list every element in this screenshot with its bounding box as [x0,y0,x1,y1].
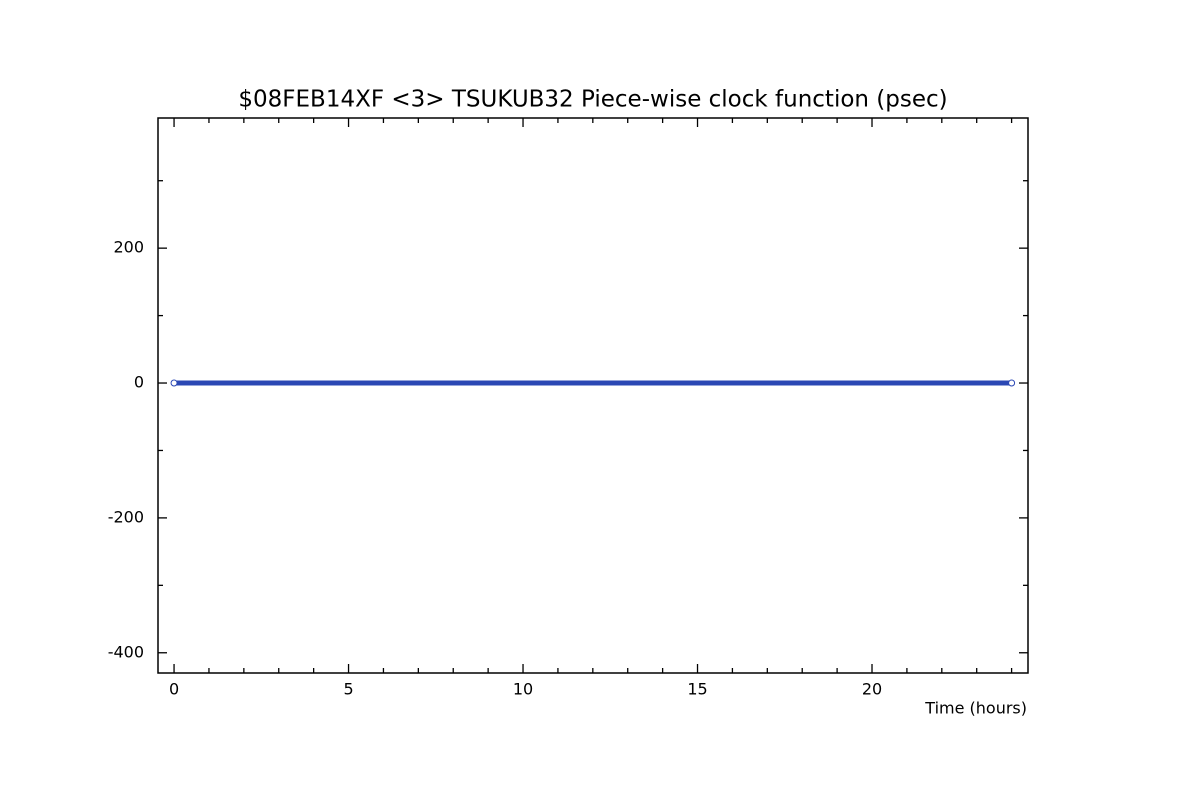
y-tick-label: -400 [108,642,144,661]
x-tick-label: 0 [169,680,179,699]
point [170,379,178,387]
x-tick-label: 20 [862,680,882,699]
y-tick-label: -200 [108,507,144,526]
chart-title: $08FEB14XF <3> TSUKUB32 Piece-wise clock… [238,87,947,113]
y-tick-label: 0 [134,373,144,392]
x-tick-label: 5 [343,680,353,699]
x-axis-label: Time (hours) [924,699,1027,718]
y-tick-label: 200 [113,238,144,257]
x-tick-label: 15 [687,680,707,699]
plot-frame [157,117,1029,674]
x-tick-label: 10 [513,680,533,699]
point [1008,379,1016,387]
